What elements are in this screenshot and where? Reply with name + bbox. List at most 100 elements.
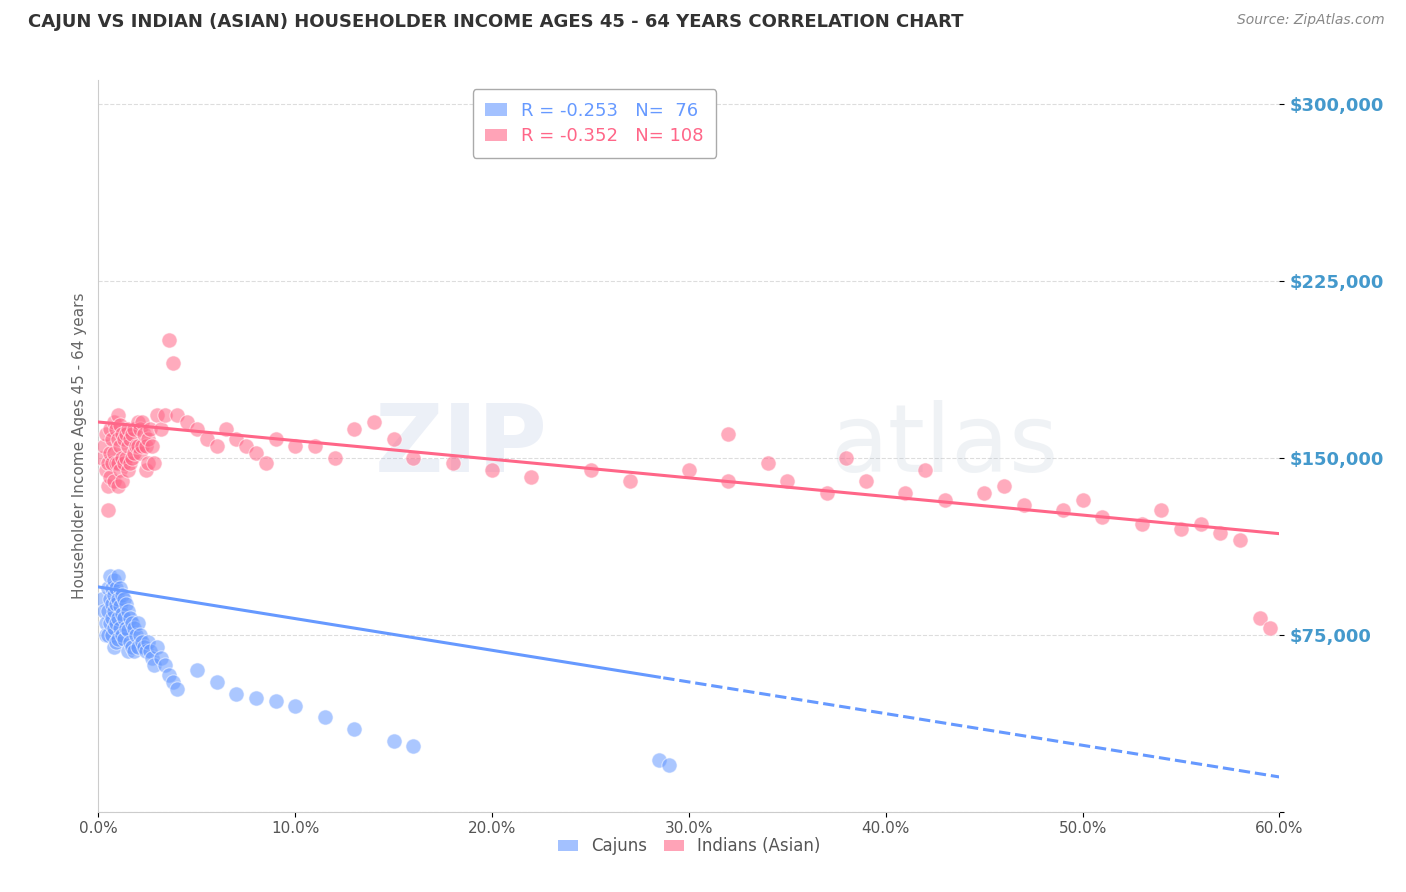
Point [717,475,740,489]
Point [107,611,129,625]
Point [97,456,120,470]
Point [658,757,681,772]
Point [96,427,118,442]
Point [284,698,307,713]
Point [108,417,131,432]
Point [141,651,163,665]
Point [323,450,346,465]
Point [107,432,129,446]
Point [103,588,125,602]
Point [127,416,149,430]
Point [135,462,157,476]
Point [115,597,138,611]
Point [264,694,287,708]
Point [105,615,128,630]
Point [176,416,198,430]
Point [105,456,128,470]
Point [111,427,134,442]
Point [105,635,128,649]
Point [125,439,148,453]
Point [135,644,157,658]
Point [103,416,125,430]
Point [112,592,135,607]
Point [132,640,155,654]
Point [186,663,208,677]
Text: CAJUN VS INDIAN (ASIAN) HOUSEHOLDER INCOME AGES 45 - 64 YEARS CORRELATION CHART: CAJUN VS INDIAN (ASIAN) HOUSEHOLDER INCO… [28,13,963,31]
Point [402,450,425,465]
Point [112,611,135,625]
Point [107,479,129,493]
Point [235,439,257,453]
Point [112,432,135,446]
Point [118,611,141,625]
Point [363,416,385,430]
Point [1150,502,1173,516]
Point [98,615,121,630]
Point [245,446,267,460]
Point [215,422,238,436]
Point [101,628,124,642]
Point [128,422,150,436]
Point [264,432,287,446]
Point [103,604,125,618]
Point [97,604,120,618]
Point [1170,522,1192,536]
Point [934,493,956,508]
Point [111,450,134,465]
Point [103,446,125,460]
Point [103,621,125,635]
Point [245,691,267,706]
Point [98,422,121,436]
Point [101,432,124,446]
Point [107,632,129,647]
Point [96,628,118,642]
Point [343,422,366,436]
Point [619,475,641,489]
Point [441,456,464,470]
Point [117,439,139,453]
Point [205,675,228,690]
Point [122,422,145,436]
Point [136,456,159,470]
Point [815,486,838,500]
Point [112,632,135,647]
Point [855,475,877,489]
Point [115,450,138,465]
Point [162,356,184,370]
Point [107,592,129,607]
Point [118,635,141,649]
Point [117,644,139,658]
Point [520,469,543,483]
Point [1012,498,1035,512]
Point [1189,516,1212,531]
Point [157,333,180,347]
Point [1052,502,1074,516]
Point [121,640,143,654]
Point [101,581,124,595]
Point [678,462,700,476]
Point [118,432,141,446]
Point [122,621,145,635]
Point [97,502,120,516]
Point [117,422,139,436]
Point [121,427,143,442]
Point [155,658,177,673]
Point [146,640,169,654]
Y-axis label: Householder Income Ages 45 - 64 years: Householder Income Ages 45 - 64 years [72,293,87,599]
Text: Source: ZipAtlas.com: Source: ZipAtlas.com [1237,13,1385,28]
Point [146,409,169,423]
Point [973,486,995,500]
Point [127,640,149,654]
Point [101,456,124,470]
Point [115,427,138,442]
Point [195,432,218,446]
Point [150,422,173,436]
Point [117,604,139,618]
Point [579,462,602,476]
Point [835,450,858,465]
Point [103,640,125,654]
Point [155,409,177,423]
Point [117,623,139,637]
Point [91,450,114,465]
Point [1130,516,1153,531]
